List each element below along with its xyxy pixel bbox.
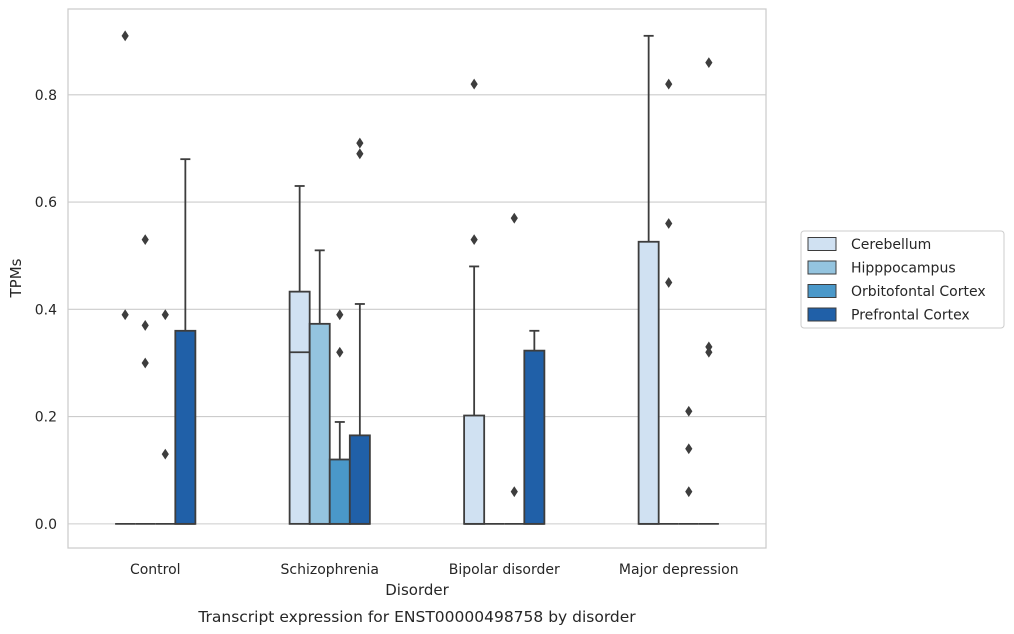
- outlier-point: [161, 309, 169, 321]
- outlier-point: [510, 212, 518, 224]
- outlier-point: [685, 405, 693, 417]
- box-3-3: [698, 57, 719, 525]
- x-tick-label: Control: [130, 562, 181, 578]
- outlier-point: [356, 148, 364, 160]
- box-body: [174, 329, 197, 525]
- boxes: [115, 30, 719, 525]
- outlier-point: [356, 137, 364, 149]
- box-2-2: [504, 212, 525, 525]
- outlier-point: [470, 234, 478, 246]
- outlier-point: [665, 78, 673, 90]
- box-1-3: [348, 137, 371, 525]
- box-0-3: [174, 158, 197, 525]
- box-body: [288, 290, 311, 525]
- y-tick-label: 0.0: [35, 517, 57, 533]
- legend: Cerebellum Hipppocampus Orbitofontal Corte…: [800, 230, 1005, 329]
- legend-swatch: [807, 307, 837, 322]
- y-tick-label: 0.8: [35, 88, 57, 104]
- box-body: [348, 434, 371, 525]
- legend-frame: [800, 230, 1005, 329]
- box-2-3: [523, 329, 546, 525]
- box-body: [463, 414, 486, 525]
- box-3-0: [637, 34, 660, 525]
- outlier-point: [665, 277, 673, 288]
- box-body: [637, 240, 660, 525]
- outlier-point: [685, 443, 693, 455]
- outlier-point: [665, 218, 673, 229]
- legend-label: Hipppocampus: [851, 261, 956, 277]
- x-tick-label: Schizophrenia: [281, 562, 379, 578]
- outlier-point: [141, 357, 149, 369]
- outlier-point: [121, 309, 129, 321]
- box-body: [328, 458, 351, 525]
- chart-caption: Transcript expression for ENST0000049875…: [197, 608, 636, 626]
- outlier-point: [336, 309, 344, 321]
- x-axis-label: Disorder: [385, 581, 449, 599]
- outlier-point: [141, 234, 149, 246]
- box-0-2: [155, 309, 176, 525]
- x-tick-label: Bipolar disorder: [449, 562, 560, 578]
- y-axis-label: TPMs: [7, 258, 25, 298]
- box-1-1: [308, 249, 331, 525]
- y-tick-label: 0.2: [35, 410, 57, 426]
- legend-swatch: [807, 237, 837, 251]
- outlier-point: [510, 486, 518, 498]
- legend-swatch: [807, 260, 837, 275]
- axes: 0.0 0.2 0.4 0.6 0.8 Control Schizophrenia Bipol…: [35, 88, 739, 578]
- outlier-point: [161, 448, 169, 460]
- outlier-point: [685, 486, 693, 498]
- outlier-point: [705, 57, 713, 69]
- x-tick-label: Major depression: [619, 562, 739, 578]
- outlier-point: [121, 30, 129, 42]
- box-0-0: [115, 30, 136, 525]
- plot-frame: [67, 8, 767, 549]
- legend-label: Prefrontal Cortex: [851, 308, 970, 324]
- legend-label: Cerebellum: [851, 237, 931, 253]
- outlier-point: [470, 78, 478, 90]
- box-0-1: [135, 234, 156, 525]
- box-3-2: [678, 405, 699, 525]
- outlier-point: [336, 346, 344, 358]
- legend-swatch: [807, 284, 837, 298]
- outlier-point: [141, 320, 149, 331]
- y-tick-label: 0.6: [35, 195, 57, 211]
- box-2-0: [463, 78, 486, 525]
- box-body: [523, 349, 546, 525]
- y-tick-label: 0.4: [35, 302, 57, 318]
- grid-lines: [68, 94, 766, 525]
- box-1-0: [288, 185, 311, 525]
- legend-label: Orbitofontal Cortex: [851, 284, 986, 300]
- outlier-point: [705, 346, 713, 358]
- box-body: [308, 322, 331, 525]
- box-3-1: [658, 78, 679, 525]
